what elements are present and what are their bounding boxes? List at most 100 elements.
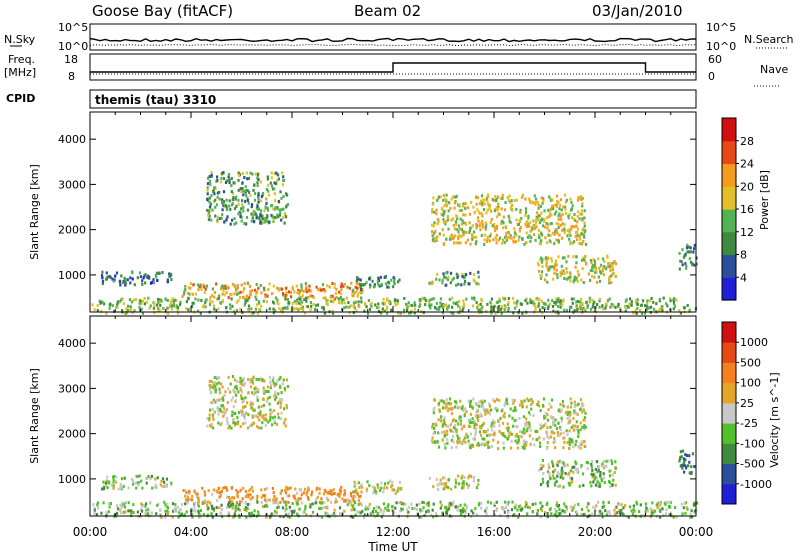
heatmap-cell [124, 282, 127, 286]
velocity-ylabel: Slant Range [km] [28, 368, 41, 464]
heatmap-cell [592, 264, 595, 268]
freq-trace [90, 62, 696, 73]
heatmap-cell [279, 211, 282, 214]
heatmap-cell [559, 214, 563, 218]
heatmap-cell [288, 290, 291, 294]
heatmap-cell [284, 418, 287, 421]
heatmap-cell [566, 234, 569, 238]
heatmap-cell [468, 221, 471, 225]
heatmap-cell [683, 254, 686, 258]
heatmap-cell [649, 507, 652, 511]
heatmap-cell [257, 193, 260, 197]
heatmap-cell [92, 503, 95, 507]
heatmap-cell [591, 460, 594, 463]
heatmap-cell [299, 303, 302, 306]
heatmap-cell [309, 294, 312, 298]
heatmap-cell [583, 230, 586, 234]
heatmap-cell [693, 501, 696, 505]
x-tick-label: 08:00 [275, 525, 310, 539]
heatmap-cell [350, 500, 353, 504]
heatmap-cell [674, 506, 677, 509]
heatmap-cell [433, 406, 436, 410]
heatmap-cell [227, 503, 230, 507]
heatmap-cell [491, 224, 494, 228]
heatmap-cell [534, 202, 537, 206]
heatmap-cell [340, 485, 343, 489]
heatmap-cell [254, 307, 257, 311]
heatmap-cell [527, 399, 530, 403]
heatmap-cell [613, 508, 616, 512]
heatmap-cell [526, 397, 529, 401]
heatmap-cell [501, 226, 504, 230]
heatmap-cell [495, 241, 498, 245]
heatmap-cell [227, 175, 230, 179]
heatmap-cell [237, 178, 240, 182]
heatmap-cell [539, 501, 542, 505]
heatmap-cell [433, 210, 436, 214]
heatmap-cell [448, 397, 452, 401]
heatmap-cell [685, 264, 688, 268]
heatmap-cell [216, 297, 219, 301]
heatmap-cell [433, 441, 437, 444]
heatmap-cell [256, 311, 259, 315]
heatmap-cell [455, 223, 458, 226]
heatmap-cell [212, 190, 215, 193]
heatmap-cell [278, 213, 281, 217]
heatmap-cell [272, 501, 275, 505]
heatmap-cell [693, 465, 696, 468]
heatmap-cell [372, 507, 376, 511]
heatmap-cell [436, 235, 439, 239]
heatmap-cell [576, 230, 579, 234]
heatmap-cell [552, 440, 555, 444]
heatmap-cell [278, 307, 281, 311]
heatmap-cell [263, 493, 266, 497]
heatmap-cell [460, 441, 463, 445]
heatmap-cell [573, 240, 576, 244]
heatmap-cell [503, 308, 506, 311]
heatmap-cell [213, 192, 216, 196]
heatmap-cell [172, 509, 175, 513]
heatmap-cell [286, 487, 289, 491]
heatmap-cell [598, 509, 601, 513]
heatmap-cell [190, 305, 194, 308]
heatmap-cell [458, 209, 461, 213]
heatmap-cell [495, 206, 498, 210]
heatmap-cell [555, 501, 558, 505]
heatmap-cell [249, 487, 252, 491]
heatmap-cell [428, 304, 431, 308]
heatmap-cell [516, 446, 519, 450]
heatmap-cell [217, 486, 220, 490]
heatmap-cell [693, 263, 696, 267]
heatmap-cell [606, 299, 609, 303]
heatmap-cell [462, 299, 465, 303]
heatmap-cell [665, 302, 668, 306]
heatmap-cell [562, 269, 565, 273]
heatmap-cell [217, 297, 220, 300]
heatmap-cell [471, 224, 474, 228]
heatmap-cell [582, 513, 585, 517]
heatmap-cell [171, 502, 175, 506]
heatmap-cell [512, 409, 515, 413]
heatmap-cell [577, 306, 580, 310]
heatmap-cell [444, 276, 447, 280]
heatmap-cell [256, 390, 259, 394]
heatmap-cell [647, 509, 650, 513]
heatmap-cell [560, 264, 563, 268]
heatmap-cell [273, 171, 276, 175]
heatmap-cell [270, 383, 273, 387]
heatmap-cell [446, 433, 449, 437]
heatmap-cell [101, 487, 104, 491]
heatmap-cell [522, 443, 525, 447]
heatmap-cell [577, 431, 580, 435]
heatmap-cell [411, 507, 414, 510]
heatmap-cell [542, 397, 546, 401]
heatmap-cell [241, 290, 244, 294]
heatmap-cell [147, 296, 150, 300]
heatmap-cell [203, 490, 206, 494]
heatmap-cell [537, 206, 540, 210]
heatmap-cell [566, 463, 569, 467]
heatmap-cell [211, 507, 214, 511]
heatmap-cell [266, 294, 269, 298]
heatmap-cell [450, 438, 453, 442]
